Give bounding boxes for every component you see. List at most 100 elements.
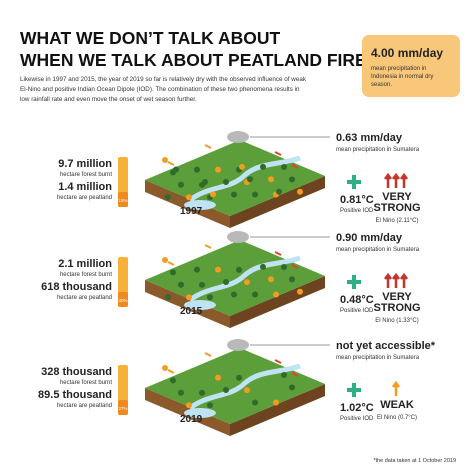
arrow-up <box>400 172 408 188</box>
callout-text: mean precipitation in <box>371 66 426 72</box>
tree <box>186 294 192 301</box>
tree <box>202 179 208 185</box>
lake <box>184 300 216 310</box>
elnino-strength: VERY <box>382 291 412 303</box>
land-top <box>145 240 325 316</box>
tree <box>173 166 179 173</box>
tree <box>194 166 200 173</box>
tree <box>178 281 184 288</box>
callout-value: 4.00 mm/day <box>371 46 443 60</box>
land-side <box>230 384 325 436</box>
tree <box>207 402 213 409</box>
tree <box>210 191 216 198</box>
tree <box>236 266 242 273</box>
footnote: *the data taken at 1 October 2019 <box>373 458 456 464</box>
land-side <box>230 176 325 228</box>
arrow <box>274 359 282 364</box>
river <box>188 155 301 203</box>
arrow <box>291 164 299 169</box>
precip-value: 0.63 mm/day <box>336 132 403 144</box>
iod-value: 0.48°C <box>340 294 374 306</box>
tree <box>162 257 168 263</box>
tree <box>289 384 295 391</box>
iod-label: Positive IOD <box>340 308 374 314</box>
land-top <box>145 140 325 216</box>
arrow-up <box>400 272 408 288</box>
tree <box>231 291 237 298</box>
tree <box>273 399 279 406</box>
elnino-strength: STRONG <box>373 202 420 214</box>
burnt-value: 328 thousand <box>41 366 112 378</box>
iod-label: Positive IOD <box>340 208 374 214</box>
arrow <box>274 251 282 256</box>
arrow <box>167 369 175 374</box>
peat-value: 89.5 thousand <box>38 389 112 401</box>
tree <box>260 163 266 170</box>
river <box>188 363 301 411</box>
lake <box>184 408 216 418</box>
peat-label: hectare are peatland <box>57 295 112 301</box>
plus <box>347 275 361 289</box>
tree <box>289 176 295 183</box>
tree <box>170 269 176 276</box>
year: 2019 <box>180 414 203 425</box>
land-side <box>230 276 325 328</box>
tree <box>289 276 295 283</box>
plus <box>347 383 361 397</box>
tree <box>170 377 176 384</box>
callout-text: season. <box>371 82 392 88</box>
arrow-up <box>392 172 400 188</box>
intro: Likewise in 1997 and 2015, the year of 2… <box>20 76 307 83</box>
bar-share <box>118 192 128 207</box>
iod-value: 1.02°C <box>340 402 374 414</box>
title: WHEN WE TALK ABOUT PEATLAND FIRES <box>20 50 378 70</box>
peat-value: 1.4 million <box>58 181 112 193</box>
burnt-label: hectare forest burnt <box>60 172 112 178</box>
bar-share <box>118 400 128 415</box>
arrow <box>204 244 212 249</box>
bar-percent: 30% <box>118 298 127 303</box>
tree <box>247 176 253 183</box>
title: WHAT WE DON’T TALK ABOUT <box>20 28 280 48</box>
burnt-label: hectare forest burnt <box>60 272 112 278</box>
tree <box>244 387 250 394</box>
precip-label: mean precipitation in Sumatera <box>336 147 420 153</box>
arrow <box>274 151 282 156</box>
tree <box>276 188 282 195</box>
tree <box>260 263 266 270</box>
tree <box>207 294 213 301</box>
tree <box>281 263 287 270</box>
elnino-label: El Nino (1.33°C) <box>375 318 418 324</box>
arrow <box>204 144 212 149</box>
tree <box>215 266 221 273</box>
row: 328 thousand hectare forest burnt 89.5 tho… <box>38 339 436 436</box>
tree <box>223 279 229 286</box>
arrow-up <box>392 380 400 396</box>
tree <box>273 291 279 298</box>
arrow <box>291 372 299 377</box>
cloud <box>227 339 249 351</box>
elnino-label: El Nino (0.7°C) <box>377 415 417 421</box>
precip-value: 0.90 mm/day <box>336 232 403 244</box>
bar-share <box>118 292 128 307</box>
arrow <box>204 352 212 357</box>
elnino-strength: STRONG <box>373 302 420 314</box>
tree <box>281 371 287 378</box>
tree <box>297 288 303 295</box>
plus <box>347 175 361 189</box>
tree <box>178 389 184 396</box>
burnt-value: 9.7 million <box>58 158 112 170</box>
elnino-label: El Nino (2.11°C) <box>376 218 419 224</box>
tree <box>162 365 168 371</box>
arrow <box>167 161 175 166</box>
elnino-strength: WEAK <box>380 399 414 411</box>
tree <box>215 166 221 173</box>
tree <box>297 188 303 195</box>
tree <box>244 279 250 286</box>
land-top <box>145 348 325 424</box>
cloud <box>227 231 249 243</box>
iod-value: 0.81°C <box>340 194 374 206</box>
burnt-label: hectare forest burnt <box>60 380 112 386</box>
tree <box>199 281 205 288</box>
precip-label: mean precipitation in Sumatera <box>336 355 420 361</box>
